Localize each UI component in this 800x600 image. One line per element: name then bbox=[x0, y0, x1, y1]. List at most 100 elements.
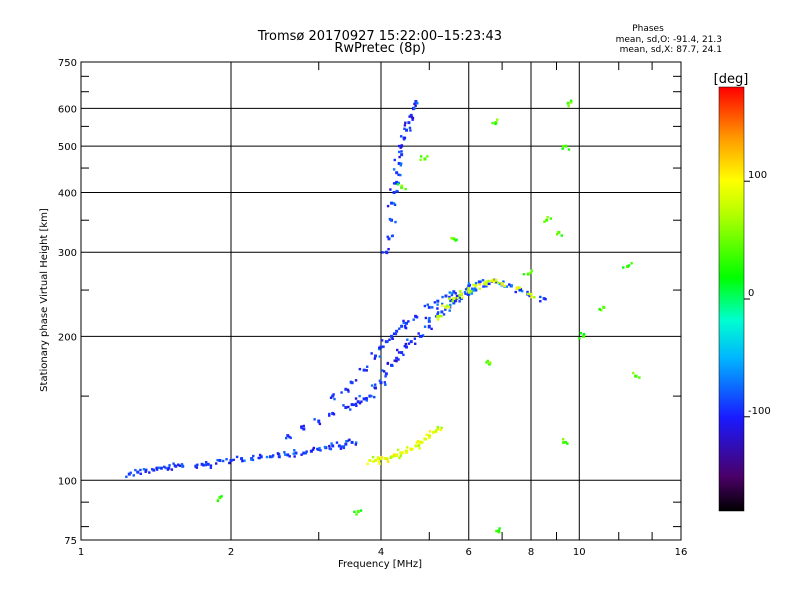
data-point bbox=[258, 456, 261, 460]
data-point bbox=[354, 397, 358, 400]
data-point bbox=[467, 282, 471, 285]
data-point bbox=[132, 474, 135, 477]
data-point bbox=[288, 455, 291, 458]
data-point bbox=[300, 425, 303, 428]
data-point bbox=[335, 441, 339, 444]
data-point bbox=[329, 447, 333, 451]
data-point bbox=[384, 375, 387, 378]
data-point bbox=[397, 181, 400, 185]
data-point bbox=[373, 386, 376, 389]
data-point bbox=[555, 233, 559, 236]
data-point bbox=[386, 235, 389, 238]
data-point bbox=[349, 381, 353, 384]
series-x-mode-f2 bbox=[436, 278, 536, 321]
data-point bbox=[348, 438, 351, 441]
data-point bbox=[459, 290, 462, 293]
data-point bbox=[561, 437, 565, 441]
data-point bbox=[399, 146, 402, 149]
data-point bbox=[345, 440, 348, 443]
data-point bbox=[395, 356, 399, 360]
data-point bbox=[428, 436, 431, 440]
y-tick-label: 100 bbox=[58, 476, 77, 487]
data-point bbox=[240, 457, 244, 461]
data-point bbox=[404, 449, 408, 453]
data-point bbox=[436, 307, 439, 310]
data-point bbox=[423, 325, 427, 328]
data-point bbox=[404, 121, 407, 124]
data-point bbox=[461, 296, 464, 299]
data-point bbox=[144, 468, 148, 472]
data-point bbox=[378, 355, 382, 358]
data-point bbox=[415, 316, 419, 319]
data-point bbox=[427, 319, 431, 323]
data-point bbox=[170, 468, 174, 471]
data-point bbox=[330, 442, 333, 445]
data-point bbox=[419, 158, 422, 162]
data-point bbox=[346, 439, 350, 443]
data-point bbox=[582, 334, 586, 338]
data-point bbox=[406, 338, 409, 341]
data-point bbox=[379, 457, 383, 461]
data-point bbox=[342, 445, 346, 448]
data-point bbox=[451, 291, 454, 295]
data-point bbox=[360, 400, 363, 403]
data-point bbox=[420, 335, 423, 338]
data-point bbox=[436, 427, 440, 431]
data-point bbox=[404, 128, 408, 132]
plot-frame bbox=[80, 61, 682, 541]
data-point bbox=[404, 321, 408, 325]
data-point bbox=[436, 318, 440, 321]
data-point bbox=[402, 353, 405, 357]
series-o-mode-spread-f-4-3-mhz- bbox=[381, 100, 419, 255]
data-point bbox=[481, 279, 485, 282]
data-point bbox=[428, 434, 431, 438]
data-point bbox=[383, 457, 386, 460]
data-point bbox=[566, 442, 569, 445]
data-point bbox=[598, 308, 601, 311]
data-point bbox=[356, 400, 360, 404]
data-point bbox=[394, 332, 398, 336]
data-point bbox=[365, 365, 369, 368]
data-point bbox=[374, 458, 378, 462]
data-point bbox=[381, 369, 384, 372]
data-point bbox=[564, 144, 568, 148]
data-point bbox=[518, 286, 521, 289]
data-point bbox=[148, 471, 151, 474]
data-point bbox=[494, 280, 498, 284]
data-point bbox=[436, 425, 440, 429]
data-point bbox=[400, 162, 403, 165]
data-point bbox=[164, 466, 167, 470]
data-point bbox=[454, 299, 458, 302]
data-point bbox=[500, 283, 503, 286]
data-point bbox=[155, 468, 159, 471]
data-point bbox=[446, 304, 449, 307]
data-point bbox=[521, 289, 524, 293]
data-point bbox=[152, 468, 156, 472]
data-point bbox=[180, 463, 184, 466]
data-point bbox=[470, 292, 474, 295]
data-point bbox=[452, 301, 456, 305]
data-points bbox=[125, 99, 641, 534]
data-point bbox=[484, 280, 488, 284]
series-scattered-echoes bbox=[216, 99, 641, 534]
data-point bbox=[304, 452, 308, 455]
data-point bbox=[489, 361, 492, 364]
data-point bbox=[600, 308, 603, 312]
data-point bbox=[409, 129, 412, 132]
data-point bbox=[399, 454, 402, 457]
data-point bbox=[380, 339, 384, 342]
data-point bbox=[383, 370, 386, 373]
data-point bbox=[402, 319, 405, 323]
data-point bbox=[468, 284, 472, 287]
data-point bbox=[419, 155, 423, 158]
data-point bbox=[225, 458, 228, 461]
data-point bbox=[421, 440, 424, 444]
data-point bbox=[385, 251, 389, 255]
data-point bbox=[371, 455, 375, 459]
data-point bbox=[202, 464, 205, 467]
data-point bbox=[378, 462, 381, 465]
data-point bbox=[399, 451, 402, 454]
data-point bbox=[498, 282, 501, 286]
data-point bbox=[376, 456, 380, 459]
data-point bbox=[415, 441, 419, 444]
